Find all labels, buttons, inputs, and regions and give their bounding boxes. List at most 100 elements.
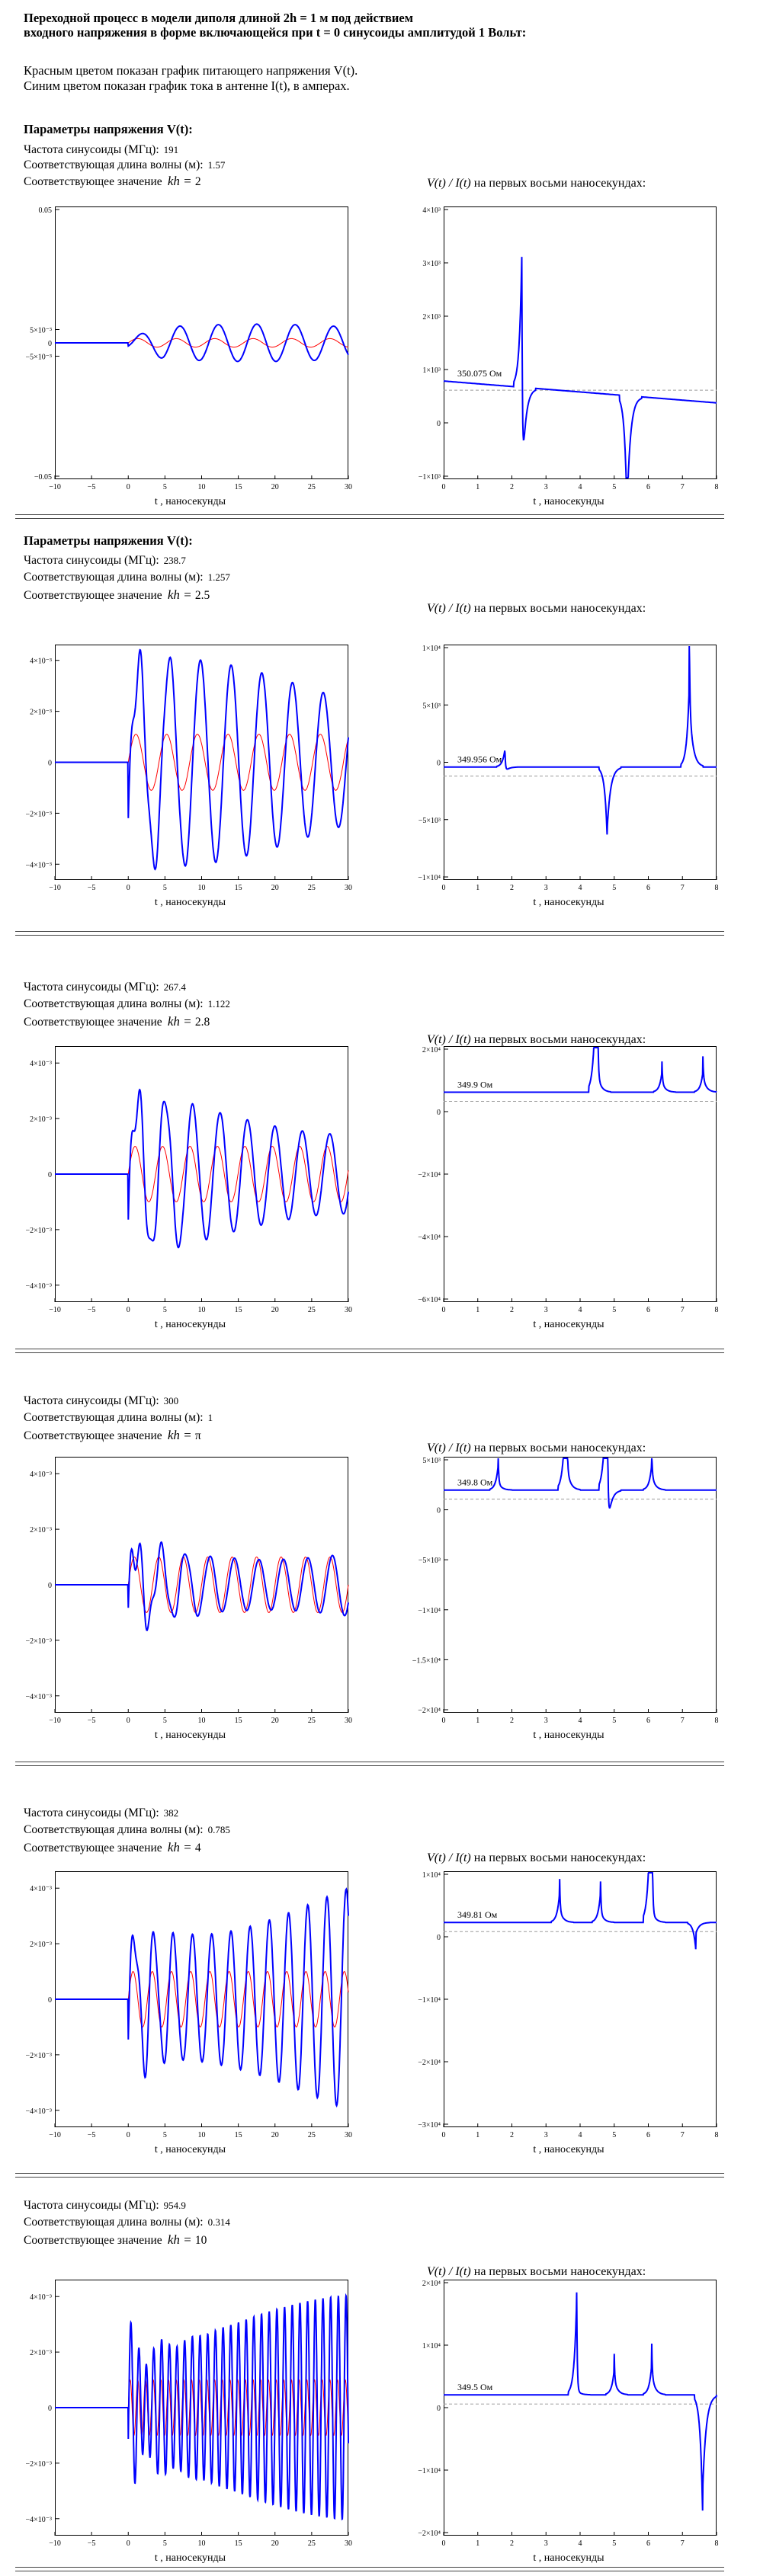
y-tick-label: −2×10⁻³ <box>25 1637 52 1646</box>
wavelength-label: Соответствующая длина волны (м): <box>24 1823 204 1836</box>
y-tick-label: 5×10³ <box>422 702 441 710</box>
x-tick-label: 7 <box>681 2131 685 2139</box>
x-tick-label: −5 <box>88 483 96 491</box>
kh-label: Соответствующее значение <box>24 175 162 188</box>
wavelength-value: 1 <box>207 1412 213 1423</box>
kh-symbol: kh = <box>164 1840 195 1854</box>
x-tick-label: 0 <box>442 884 446 892</box>
y-tick-label: 5×10⁻³ <box>30 327 52 335</box>
x-tick-label: 4 <box>579 2131 582 2139</box>
y-tick-label: 0 <box>437 760 441 768</box>
y-tick-label: −5×10³ <box>418 1557 441 1565</box>
y-tick-label: 2×10⁻³ <box>30 1115 52 1124</box>
x-tick-label: 1 <box>476 2131 479 2139</box>
impedance-series <box>443 257 717 478</box>
y-tick-label: 0 <box>48 340 52 348</box>
impedance-caption: на первых восьми наносекундах: <box>473 2265 646 2278</box>
x-tick-label: 30 <box>345 1717 352 1725</box>
frequency-row: Частота синусоиды (МГц): 267.4 <box>24 981 186 994</box>
wavelength-value: 1.57 <box>207 159 226 171</box>
impedance-series <box>444 1872 717 1950</box>
frequency-label: Частота синусоиды (МГц): <box>24 554 159 567</box>
x-axis-label: t , наносекунды <box>155 1319 226 1330</box>
x-axis-label: t , наносекунды <box>155 1730 226 1741</box>
current-voltage-chart: 4×10⁻³ 2×10⁻³ 0 −2×10⁻³ −4×10⁻³ −10 −5 0 5 10 15 20… <box>25 1046 352 1330</box>
x-tick-label: 6 <box>646 1306 650 1314</box>
x-tick-label: 5 <box>612 1717 616 1725</box>
wavelength-value: 1.122 <box>207 998 230 1010</box>
x-tick-label: 4 <box>579 1717 582 1725</box>
current-series <box>55 1088 349 1249</box>
x-tick-label: 6 <box>646 483 650 491</box>
x-tick-label: 5 <box>163 1306 167 1314</box>
section-separator-2 <box>15 518 724 519</box>
y-tick-label: −1×10⁴ <box>418 2467 441 2475</box>
x-tick-label: 0 <box>127 1306 130 1314</box>
y-tick-label: 4×10⁻³ <box>30 1060 52 1068</box>
section-separator <box>15 2567 724 2568</box>
current-voltage-chart: 4×10⁻³ 2×10⁻³ 0 −2×10⁻³ −4×10⁻³ −10 −5 0 5 10 15 20… <box>25 1871 352 2155</box>
impedance-expression: V(t) / I(t) <box>427 177 474 190</box>
x-tick-label: −10 <box>49 2539 61 2548</box>
x-tick-label: 6 <box>646 2539 650 2548</box>
frequency-label: Частота синусоиды (МГц): <box>24 981 159 994</box>
y-tick-label: 1×10³ <box>422 366 441 375</box>
x-tick-label: 6 <box>646 1717 650 1725</box>
y-tick-label: 5×10³ <box>422 1457 441 1465</box>
current-series <box>55 1541 349 1631</box>
y-tick-label: −2×10⁴ <box>418 2059 441 2067</box>
x-tick-label: 5 <box>163 2131 167 2139</box>
x-tick-label: 3 <box>544 884 548 892</box>
y-tick-label: 0 <box>48 1171 52 1179</box>
kh-label: Соответствующее значение <box>24 1842 162 1854</box>
x-axis-label: t , наносекунды <box>533 1319 604 1330</box>
x-axis-label: t , наносекунды <box>155 496 226 507</box>
y-tick-label: 0.05 <box>39 206 53 215</box>
impedance-value-label: 349.5 Ом <box>457 2382 493 2392</box>
x-axis-label: t , наносекунды <box>155 2144 226 2155</box>
y-tick-label: −5×10³ <box>418 817 441 825</box>
x-tick-label: −5 <box>88 1306 96 1314</box>
x-tick-label: 2 <box>510 1717 514 1725</box>
x-tick-label: 8 <box>715 2131 719 2139</box>
x-tick-label: 8 <box>715 483 719 491</box>
plot-frame <box>444 1457 717 1713</box>
x-tick-label: 7 <box>681 483 685 491</box>
impedance-plot-title: V(t) / I(t) на первых восьми наносекунда… <box>427 1033 646 1047</box>
y-tick-label: 0 <box>48 1996 52 2005</box>
current-voltage-chart: 4×10⁻³ 2×10⁻³ 0 −2×10⁻³ −4×10⁻³ −10 −5 0 5 10 15 20… <box>25 1457 352 1741</box>
x-tick-label: 0 <box>442 2539 446 2548</box>
y-tick-label: 2×10⁴ <box>422 1046 441 1054</box>
x-tick-label: 1 <box>476 2539 479 2548</box>
x-tick-label: 2 <box>510 1306 514 1314</box>
kh-value: 4 <box>194 1842 201 1854</box>
header-line-2: входного напряжения в форме включающейся… <box>24 25 527 40</box>
kh-row: Соответствующее значение kh = 2.8 <box>24 1014 210 1029</box>
x-tick-label: 1 <box>476 884 479 892</box>
frequency-value: 954.9 <box>163 2200 186 2211</box>
y-tick-label: −4×10⁻³ <box>25 861 52 869</box>
impedance-caption: на первых восьми наносекундах: <box>473 1033 646 1046</box>
section-separator-2 <box>15 1352 724 1353</box>
impedance-expression: V(t) / I(t) <box>427 1851 474 1864</box>
y-tick-label: −4×10⁻³ <box>25 1282 52 1291</box>
y-tick-label: 2×10⁻³ <box>30 1941 52 1949</box>
x-tick-label: 5 <box>163 1717 167 1725</box>
y-tick-label: 1×10⁴ <box>422 2342 441 2350</box>
frequency-label: Частота синусоиды (МГц): <box>24 143 159 156</box>
section-separator-2 <box>15 1765 724 1766</box>
y-tick-label: 2×10⁻³ <box>30 709 52 717</box>
x-tick-label: 5 <box>163 483 167 491</box>
impedance-value-label: 349.956 Ом <box>457 754 502 765</box>
wavelength-value: 0.314 <box>207 2216 230 2228</box>
y-tick-label: 4×10⁻³ <box>30 1885 52 1893</box>
x-tick-label: 1 <box>476 1306 479 1314</box>
y-tick-label: −1×10⁴ <box>418 874 441 882</box>
frequency-row: Частота синусоиды (МГц): 238.7 <box>24 554 186 568</box>
current-series <box>55 323 349 363</box>
x-tick-label: 7 <box>681 884 685 892</box>
header-line-1: Переходной процесс в модели диполя длино… <box>24 11 413 25</box>
frequency-row: Частота синусоиды (МГц): 954.9 <box>24 2199 186 2213</box>
